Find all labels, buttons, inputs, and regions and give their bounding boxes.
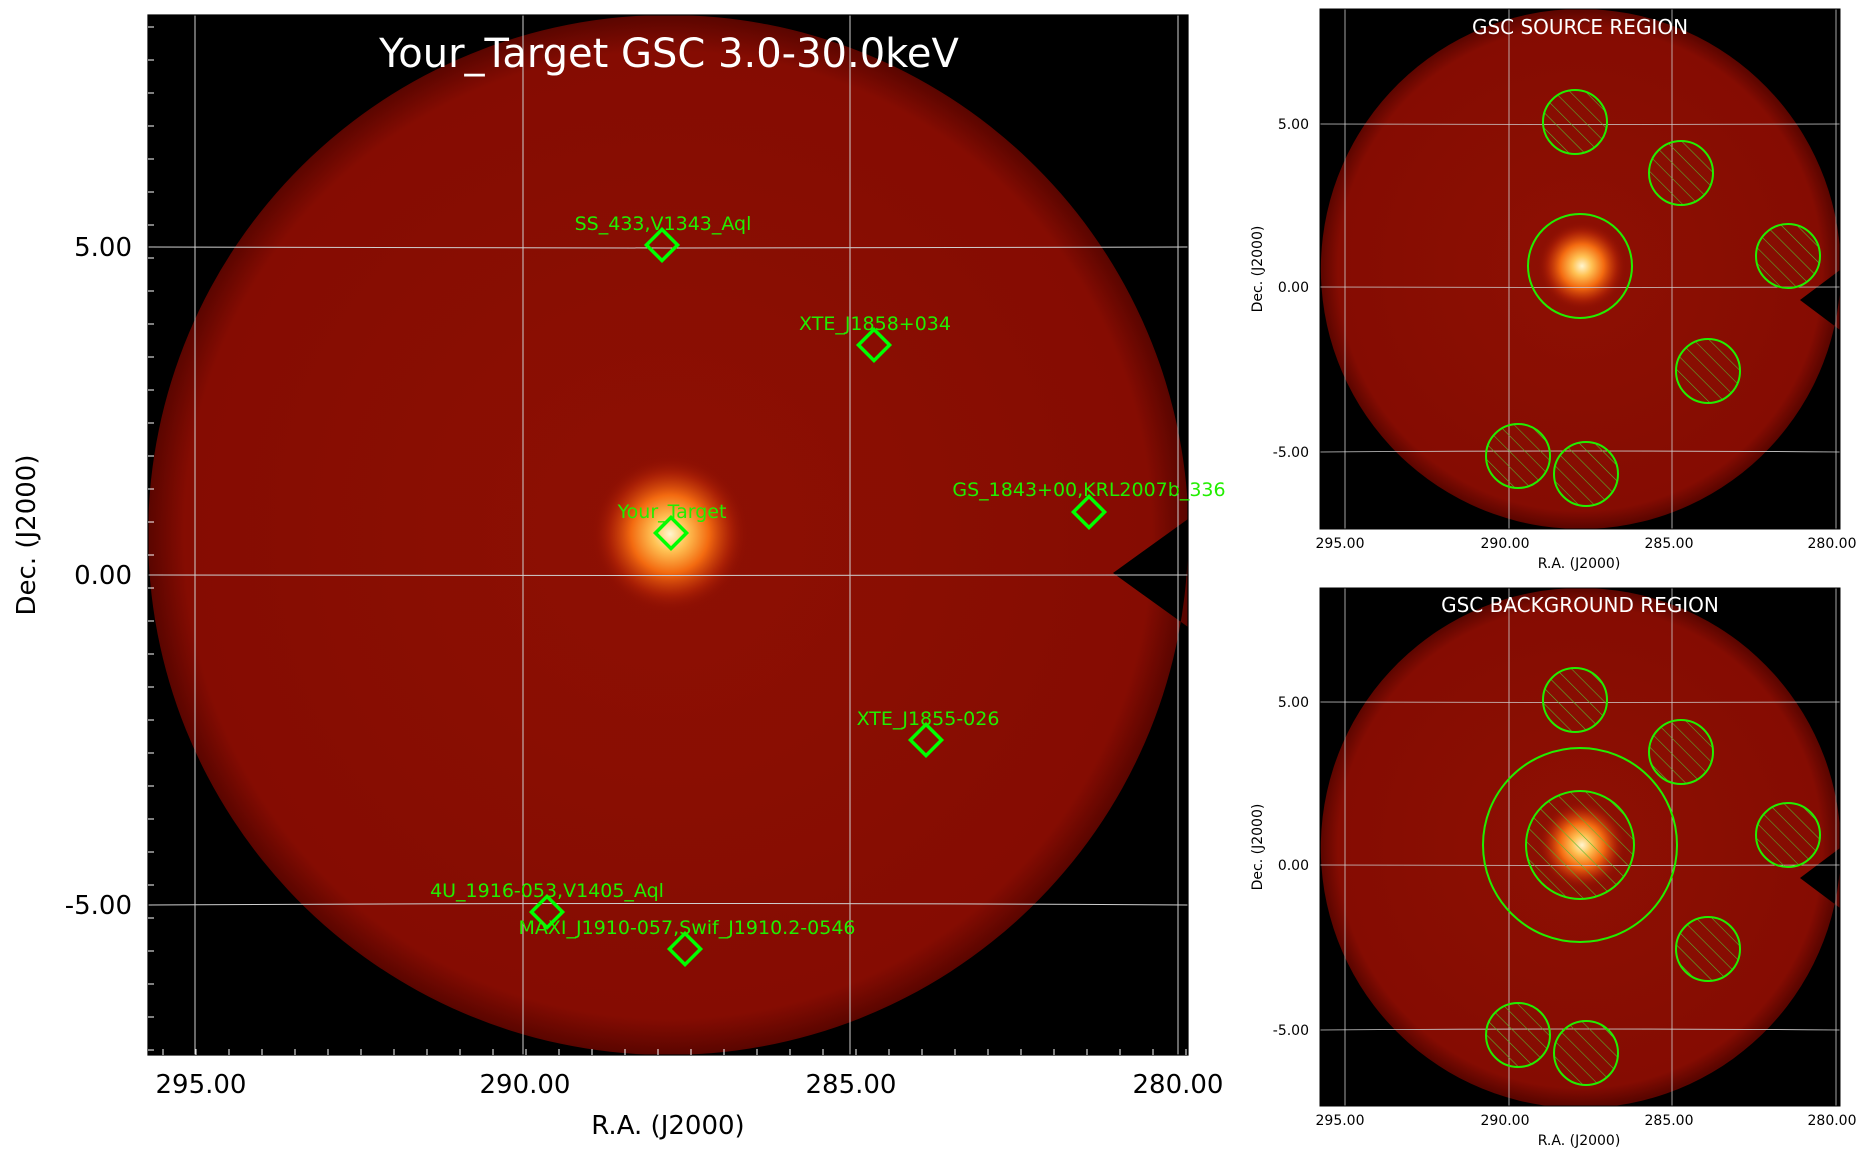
main-panel: SS_433,V1343_Aql XTE_J1858+034 Your_Targ… bbox=[12, 14, 1226, 1141]
excluded-source-region bbox=[1485, 423, 1551, 489]
source-label: SS_433,V1343_Aql bbox=[575, 213, 752, 235]
x-tick-label: 290.00 bbox=[480, 1070, 571, 1100]
source-y-axis-label: Dec. (J2000) bbox=[1250, 226, 1266, 313]
source-x-axis-label: R.A. (J2000) bbox=[1538, 556, 1621, 572]
background-x-axis-label: R.A. (J2000) bbox=[1538, 1133, 1621, 1149]
main-x-axis-label: R.A. (J2000) bbox=[591, 1111, 744, 1141]
y-tick-label: -5.00 bbox=[1273, 445, 1309, 461]
background-panel-title: GSC BACKGROUND REGION bbox=[1441, 593, 1719, 617]
source-marker bbox=[855, 326, 893, 364]
x-tick-label: 280.00 bbox=[1808, 1113, 1857, 1129]
excluded-source-region bbox=[1675, 338, 1741, 404]
excluded-source-region bbox=[1542, 667, 1608, 733]
excluded-source-region bbox=[1542, 89, 1608, 155]
source-marker bbox=[528, 893, 566, 931]
x-tick-label: 295.00 bbox=[1316, 536, 1365, 552]
x-tick-label: 295.00 bbox=[156, 1070, 247, 1100]
y-tick-label: 5.00 bbox=[1278, 117, 1309, 133]
source-label: 4U_1916-053,V1405_Aql bbox=[430, 880, 664, 902]
background-y-axis-label: Dec. (J2000) bbox=[1250, 804, 1266, 891]
excluded-source-region bbox=[1553, 1020, 1619, 1086]
source-panel-title: GSC SOURCE REGION bbox=[1472, 15, 1688, 39]
y-tick-label: 0.00 bbox=[74, 561, 132, 591]
source-label: GS_1843+00,KRL2007b_336 bbox=[952, 479, 1225, 501]
source-label: MAXI_J1910-057,Swif_J1910.2-0546 bbox=[519, 917, 856, 939]
y-tick-label: 5.00 bbox=[1278, 695, 1309, 711]
excluded-target-region bbox=[1525, 790, 1635, 900]
source-extraction-circle bbox=[1527, 213, 1633, 319]
y-tick-label: 5.00 bbox=[74, 233, 132, 263]
excluded-regions bbox=[1485, 667, 1821, 1086]
x-tick-label: 290.00 bbox=[1481, 536, 1530, 552]
main-field-of-view bbox=[148, 15, 1188, 1055]
x-tick-label: 280.00 bbox=[1133, 1070, 1224, 1100]
target-bright-spot bbox=[592, 456, 748, 612]
main-y-tick-labels: 5.00 0.00 -5.00 bbox=[65, 233, 132, 921]
source-y-tick-labels: 5.00 0.00 -5.00 bbox=[1273, 117, 1309, 461]
source-marker bbox=[652, 514, 690, 552]
y-tick-label: 0.00 bbox=[1278, 280, 1309, 296]
background-annulus-outer bbox=[1482, 747, 1678, 943]
source-marker bbox=[666, 930, 704, 968]
background-y-tick-labels: 5.00 0.00 -5.00 bbox=[1273, 695, 1309, 1039]
main-grid bbox=[148, 15, 1188, 1055]
excluded-source-region bbox=[1553, 441, 1619, 507]
main-title: Your_Target GSC 3.0-30.0keV bbox=[378, 31, 959, 77]
background-region-panel: GSC BACKGROUND REGION 295.00 290.00 285.… bbox=[1250, 587, 1857, 1149]
y-tick-label: -5.00 bbox=[65, 891, 132, 921]
x-tick-label: 280.00 bbox=[1808, 536, 1857, 552]
source-markers bbox=[528, 226, 1108, 968]
excluded-regions bbox=[1485, 89, 1821, 507]
source-marker bbox=[643, 226, 681, 264]
background-x-tick-labels: 295.00 290.00 285.00 280.00 bbox=[1316, 1113, 1857, 1129]
source-label: XTE_J1855-026 bbox=[857, 708, 1000, 730]
excluded-source-region bbox=[1675, 916, 1741, 982]
excluded-source-region bbox=[1755, 802, 1821, 868]
excluded-source-region bbox=[1648, 719, 1714, 785]
excluded-source-region bbox=[1755, 223, 1821, 289]
x-tick-label: 285.00 bbox=[1645, 536, 1694, 552]
x-tick-label: 285.00 bbox=[806, 1070, 897, 1100]
excluded-source-region bbox=[1648, 140, 1714, 206]
x-tick-label: 285.00 bbox=[1645, 1113, 1694, 1129]
main-y-axis-label: Dec. (J2000) bbox=[12, 455, 42, 616]
source-label: XTE_J1858+034 bbox=[799, 313, 951, 335]
main-plot-frame bbox=[147, 14, 1189, 1056]
source-x-tick-labels: 295.00 290.00 285.00 280.00 bbox=[1316, 536, 1857, 552]
target-bright-spot bbox=[1538, 222, 1626, 310]
y-tick-label: 0.00 bbox=[1278, 858, 1309, 874]
main-x-tick-labels: 295.00 290.00 285.00 280.00 bbox=[156, 1070, 1224, 1100]
excluded-source-region bbox=[1485, 1002, 1551, 1068]
source-plot-frame bbox=[1319, 8, 1841, 530]
source-labels: SS_433,V1343_Aql XTE_J1858+034 Your_Targ… bbox=[430, 213, 1226, 939]
source-label: Your_Target bbox=[617, 501, 727, 523]
background-plot-frame bbox=[1319, 587, 1841, 1107]
x-tick-label: 290.00 bbox=[1481, 1113, 1530, 1129]
source-marker bbox=[1070, 493, 1108, 531]
x-tick-label: 295.00 bbox=[1316, 1113, 1365, 1129]
source-marker bbox=[907, 721, 945, 759]
y-tick-label: -5.00 bbox=[1273, 1023, 1309, 1039]
source-region-panel: GSC SOURCE REGION 295.00 290.00 285.00 2… bbox=[1250, 8, 1857, 572]
